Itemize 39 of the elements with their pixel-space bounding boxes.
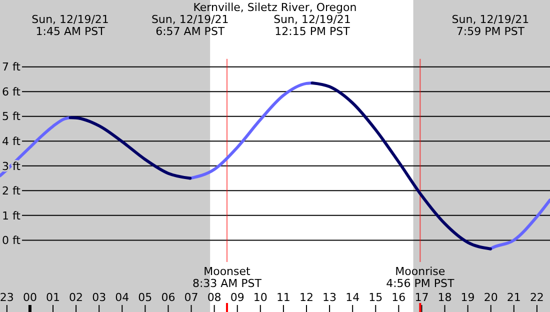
x-tick-label: 19: [460, 291, 475, 304]
annotation: Sun, 12/19/21 6:57 AM PST: [151, 13, 229, 38]
x-tick-label: 05: [138, 291, 152, 304]
y-tick-label: 3 ft: [2, 160, 22, 173]
y-tick-label: 5 ft: [2, 110, 22, 124]
x-tick-label: 22: [530, 291, 544, 304]
x-tick-label: 12: [299, 291, 314, 304]
y-tick-label: 6 ft: [2, 85, 22, 98]
x-tick-label: 07: [184, 291, 198, 304]
y-tick-label: 7 ft: [2, 60, 22, 74]
x-tick-label: 03: [92, 291, 106, 304]
ref-line-label: Moonset 8:33 AM PST: [192, 265, 262, 290]
x-tick-label: 01: [46, 291, 60, 304]
x-tick-label: 06: [161, 291, 176, 304]
x-tick-label: 15: [368, 291, 383, 304]
annotation: Sun, 12/19/21 7:59 PM PST: [452, 13, 530, 38]
x-tick-label: 16: [392, 291, 406, 304]
y-tick-label: 0 ft: [2, 234, 22, 248]
x-tick-label: 21: [506, 291, 521, 304]
x-tick-label: 18: [438, 291, 452, 304]
annotation: Sun, 12/19/21 1:45 AM PST: [32, 13, 109, 38]
y-tick-label: 4 ft: [2, 134, 22, 148]
x-tick-label: 08: [207, 291, 222, 304]
x-tick-label: 02: [69, 291, 84, 304]
x-tick-label: 20: [484, 291, 498, 304]
y-tick-label: 2 ft: [2, 184, 22, 198]
x-tick-label: 09: [230, 291, 244, 304]
chart-title: Kernville, Siletz River, Oregon: [193, 1, 357, 14]
x-tick-label: 10: [253, 291, 268, 304]
x-tick-label: 11: [276, 291, 290, 304]
x-tick-label: 04: [115, 291, 130, 304]
x-tick-label: 23: [0, 291, 14, 304]
x-tick-label: 00: [22, 291, 37, 304]
y-tick-label: 1 ft: [2, 209, 22, 222]
x-tick-label: 13: [322, 291, 337, 304]
x-tick-label: 14: [346, 291, 360, 304]
annotation: Sun, 12/19/21 12:15 PM PST: [274, 13, 351, 38]
x-tick-label: 17: [414, 291, 429, 304]
ref-line-label: Moonrise 4:56 PM PST: [386, 265, 455, 290]
